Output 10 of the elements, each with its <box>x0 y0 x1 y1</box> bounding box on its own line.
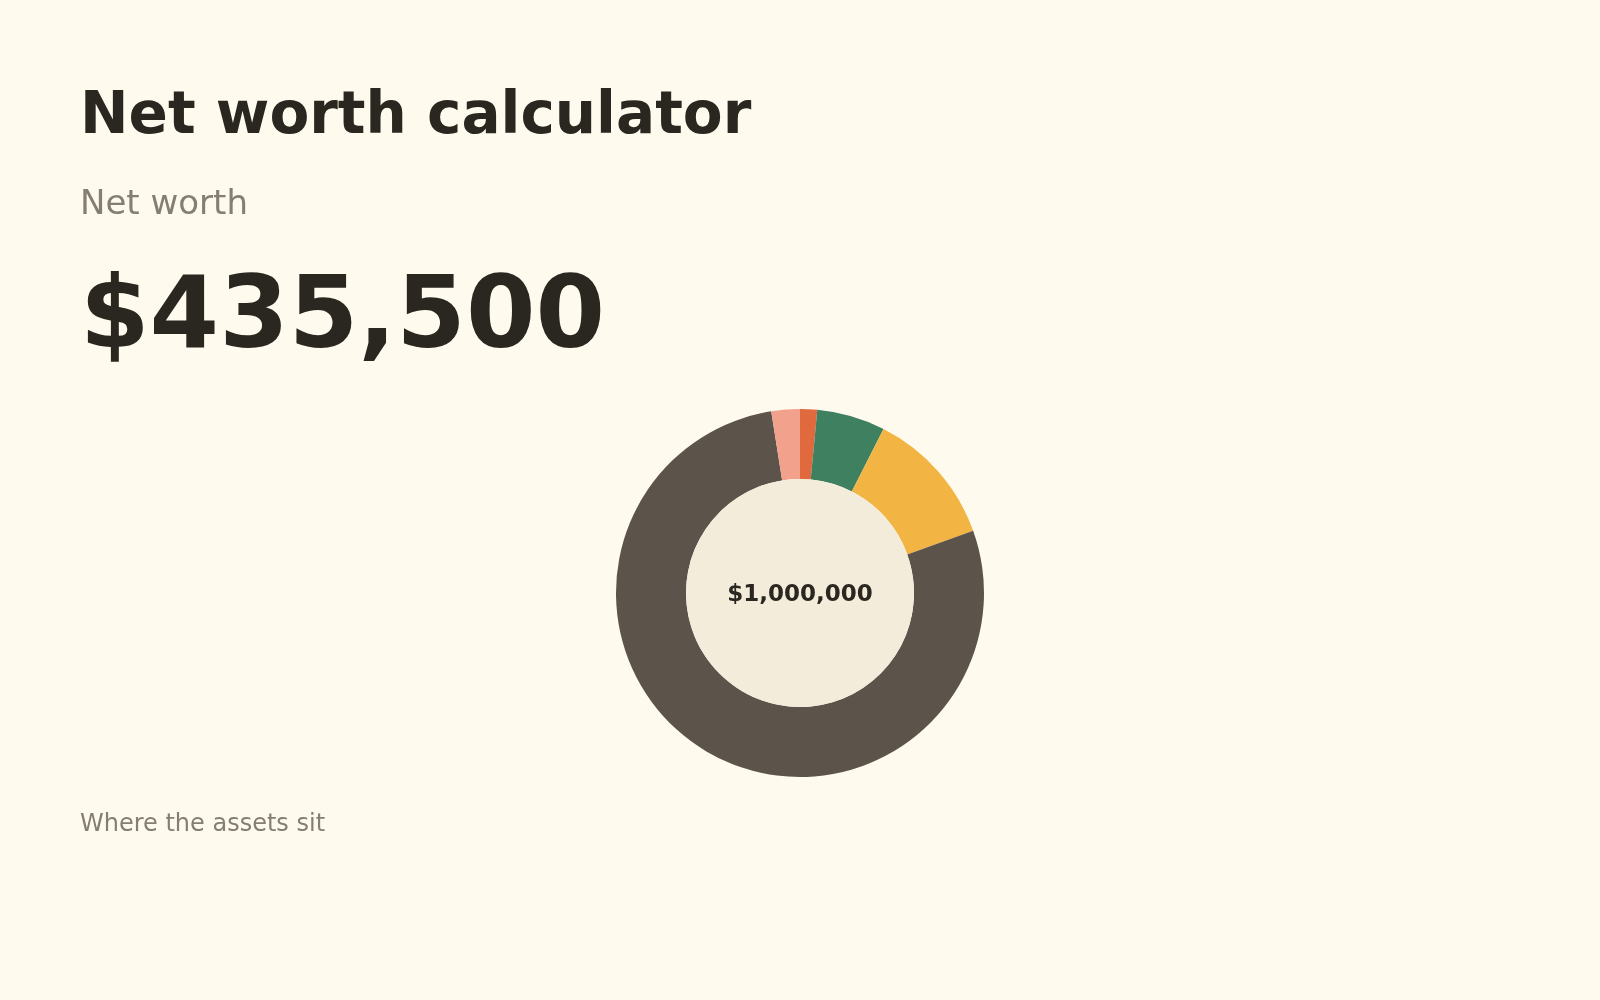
donut-slice <box>771 409 800 481</box>
donut-slice <box>800 409 818 480</box>
text: Net worth <box>80 182 248 222</box>
text: $435,500 <box>80 254 606 371</box>
chart-title: Net worth calculator <box>80 79 752 147</box>
donut-slice <box>810 409 884 492</box>
text: $1,000,000 <box>727 580 873 606</box>
donut-slice <box>616 411 984 777</box>
donut-slice <box>851 429 974 555</box>
text: Where the assets sit <box>80 809 326 837</box>
